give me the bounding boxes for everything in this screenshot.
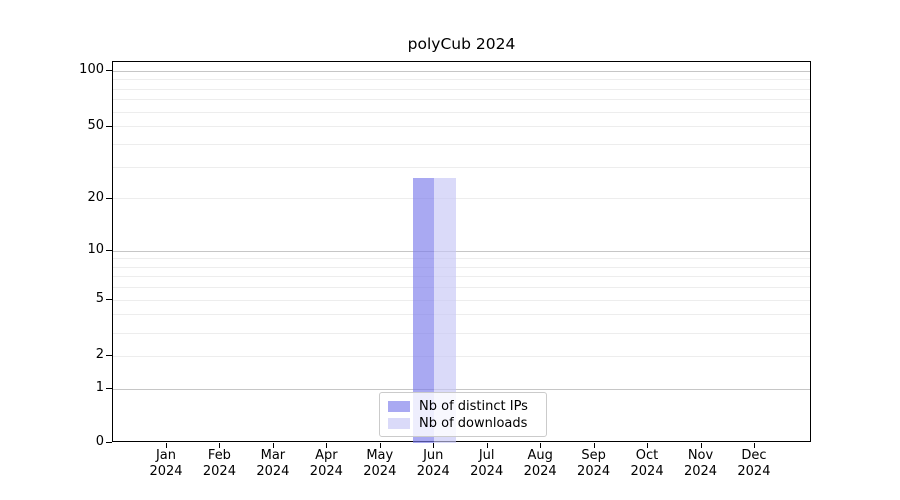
legend-label-downloads: Nb of downloads (419, 416, 528, 431)
gridline-6 (113, 287, 810, 288)
gridline-80 (113, 89, 810, 90)
gridline-8 (113, 267, 810, 268)
x-tick-mark-may (379, 443, 381, 448)
legend-label-distinct-ips: Nb of distinct IPs (419, 399, 528, 414)
y-tick-label-1: 1 (95, 380, 104, 396)
legend-entry-downloads: Nb of downloads (388, 415, 538, 432)
gridline-9 (113, 258, 810, 259)
y-tick-mark-5 (106, 299, 112, 301)
y-tick-label-20: 20 (87, 189, 104, 205)
y-tick-mark-100 (106, 70, 112, 72)
gridline-2 (113, 356, 810, 357)
gridline-20 (113, 198, 810, 199)
x-tick-mark-mar (272, 443, 274, 448)
y-tick-mark-1 (106, 388, 112, 390)
x-tick-mark-feb (219, 443, 221, 448)
x-tick-mark-aug (540, 443, 542, 448)
x-tick-label-jun: Jun 2024 (416, 448, 450, 479)
x-tick-mark-sep (593, 443, 595, 448)
gridline-4 (113, 314, 810, 315)
legend-entry-distinct-ips: Nb of distinct IPs (388, 398, 538, 415)
x-tick-label-oct: Oct 2024 (630, 448, 664, 479)
gridline-7 (113, 276, 810, 277)
y-tick-label-10: 10 (87, 242, 104, 258)
x-tick-label-apr: Apr 2024 (309, 448, 343, 479)
plot-area: Nb of distinct IPs Nb of downloads (112, 61, 811, 443)
x-tick-label-jan: Jan 2024 (149, 448, 183, 479)
x-tick-mark-jun (433, 443, 435, 448)
gridline-70 (113, 99, 810, 100)
x-tick-mark-jan (166, 443, 167, 448)
gridline-50 (113, 126, 810, 127)
y-tick-label-100: 100 (79, 62, 104, 78)
gridline-1 (113, 389, 810, 390)
gridline-30 (113, 167, 810, 168)
y-tick-label-0: 0 (95, 434, 104, 449)
gridline-90 (113, 79, 810, 80)
y-tick-mark-0 (106, 442, 112, 443)
x-tick-mark-apr (326, 443, 328, 448)
gridline-3 (113, 333, 810, 334)
bar-nb-of-downloads-jun (434, 178, 456, 443)
y-tick-mark-20 (106, 197, 112, 199)
x-tick-mark-dec (753, 443, 755, 448)
x-tick-label-nov: Nov 2024 (683, 448, 718, 479)
x-tick-label-mar: Mar 2024 (256, 448, 290, 479)
x-tick-mark-jul (486, 443, 488, 448)
y-tick-label-2: 2 (95, 347, 104, 363)
x-tick-label-feb: Feb 2024 (202, 448, 236, 479)
x-tick-label-dec: Dec 2024 (737, 448, 771, 479)
x-tick-label-sep: Sep 2024 (577, 448, 611, 479)
y-tick-mark-50 (106, 125, 112, 127)
gridline-5 (113, 300, 810, 301)
legend-swatch-distinct-ips-icon (388, 401, 410, 412)
y-tick-mark-2 (106, 355, 112, 357)
y-tick-label-5: 5 (95, 291, 104, 307)
legend-swatch-downloads-icon (388, 418, 410, 429)
gridline-60 (113, 112, 810, 113)
x-tick-label-may: May 2024 (363, 448, 397, 479)
x-tick-label-aug: Aug 2024 (523, 448, 557, 479)
x-tick-label-jul: Jul 2024 (470, 448, 504, 479)
legend: Nb of distinct IPs Nb of downloads (379, 392, 547, 437)
y-tick-mark-10 (106, 250, 112, 252)
y-tick-label-50: 50 (87, 117, 104, 133)
gridline-10 (113, 251, 810, 252)
bar-nb-of-distinct-ips-jun (412, 178, 435, 443)
x-tick-mark-nov (700, 443, 702, 448)
gridline-40 (113, 144, 810, 145)
x-tick-mark-oct (647, 443, 649, 448)
chart-title: polyCub 2024 (407, 35, 516, 53)
gridline-100 (113, 71, 810, 72)
